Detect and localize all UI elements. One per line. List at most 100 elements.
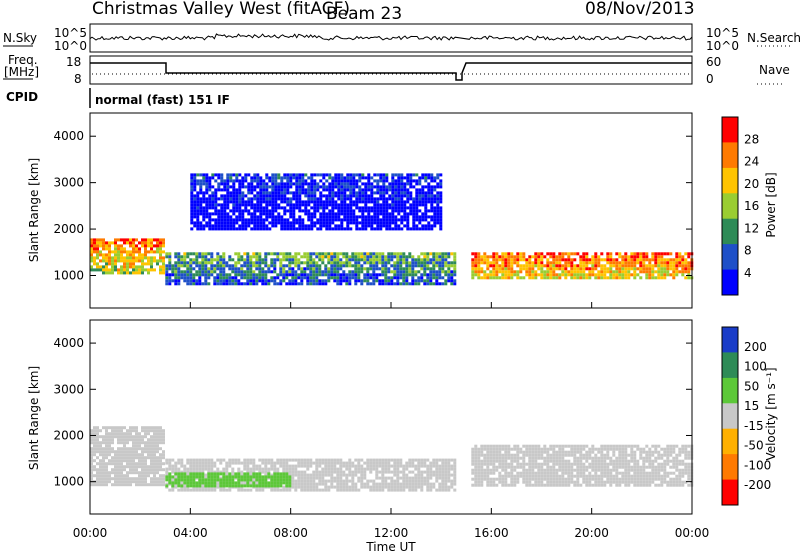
heatmap-cell (396, 282, 399, 285)
heatmap-cell (603, 273, 606, 276)
heatmap-cell (144, 465, 147, 468)
heatmap-cell (606, 469, 609, 472)
heatmap-cell (621, 457, 624, 460)
heatmap-cell (111, 259, 114, 262)
heatmap-cell (483, 469, 486, 472)
heatmap-cell (256, 179, 259, 182)
heatmap-cell (105, 474, 108, 477)
heatmap-cell (675, 252, 678, 255)
heatmap-cell (180, 258, 183, 261)
heatmap-cell (231, 276, 234, 279)
heatmap-cell (325, 221, 328, 224)
heatmap-cell (447, 270, 450, 273)
heatmap-cell (117, 426, 120, 429)
heatmap-cell (348, 468, 351, 471)
heatmap-cell (390, 483, 393, 486)
heatmap-cell (159, 259, 162, 262)
heatmap-cell (582, 264, 585, 267)
heatmap-cell (168, 279, 171, 282)
heatmap-cell (594, 457, 597, 460)
heatmap-cell (336, 270, 339, 273)
heatmap-cell (424, 197, 427, 200)
heatmap-cell (591, 273, 594, 276)
heatmap-cell (225, 261, 228, 264)
heatmap-cell (114, 480, 117, 483)
heatmap-cell (609, 273, 612, 276)
heatmap-cell (366, 483, 369, 486)
heatmap-cell (337, 176, 340, 179)
heatmap-cell (264, 261, 267, 264)
heatmap-cell (238, 188, 241, 191)
heatmap-cell (346, 221, 349, 224)
heatmap-cell (306, 477, 309, 480)
heatmap-cell (561, 457, 564, 460)
heatmap-cell (399, 252, 402, 255)
heatmap-cell (567, 258, 570, 261)
heatmap-cell (406, 227, 409, 230)
heatmap-cell (336, 276, 339, 279)
heatmap-cell (300, 261, 303, 264)
heatmap-cell (195, 270, 198, 273)
heatmap-cell (279, 270, 282, 273)
heatmap-cell (426, 264, 429, 267)
heatmap-cell (333, 252, 336, 255)
heatmap-cell (606, 466, 609, 469)
heatmap-cell (328, 215, 331, 218)
heatmap-cell (436, 212, 439, 215)
heatmap-cell (319, 203, 322, 206)
heatmap-cell (534, 457, 537, 460)
heatmap-cell (282, 264, 285, 267)
heatmap-cell (156, 468, 159, 471)
heatmap-cell (474, 466, 477, 469)
heatmap-cell (252, 282, 255, 285)
heatmap-cell (366, 486, 369, 489)
heatmap-cell (627, 261, 630, 264)
heatmap-cell (396, 276, 399, 279)
heatmap-cell (354, 276, 357, 279)
heatmap-cell (198, 465, 201, 468)
heatmap-cell (189, 252, 192, 255)
heatmap-cell (105, 456, 108, 459)
heatmap-cell (336, 480, 339, 483)
heatmap-cell (606, 481, 609, 484)
heatmap-cell (129, 480, 132, 483)
heatmap-cell (507, 472, 510, 475)
heatmap-cell (453, 264, 456, 267)
heatmap-cell (406, 200, 409, 203)
heatmap-cell (366, 465, 369, 468)
heatmap-cell (627, 273, 630, 276)
heatmap-cell (504, 475, 507, 478)
heatmap-cell (415, 215, 418, 218)
heatmap-cell (250, 176, 253, 179)
heatmap-cell (156, 429, 159, 432)
heatmap-cell (315, 264, 318, 267)
heatmap-cell (381, 474, 384, 477)
heatmap-cell (426, 480, 429, 483)
heatmap-cell (129, 244, 132, 247)
heatmap-cell (373, 209, 376, 212)
heatmap-cell (567, 273, 570, 276)
heatmap-cell (190, 203, 193, 206)
heatmap-cell (198, 273, 201, 276)
heatmap-cell (255, 264, 258, 267)
heatmap-cell (229, 227, 232, 230)
heatmap-cell (576, 469, 579, 472)
heatmap-cell (105, 244, 108, 247)
heatmap-cell (441, 252, 444, 255)
heatmap-cell (255, 255, 258, 258)
heatmap-cell (126, 238, 129, 241)
heatmap-cell (474, 261, 477, 264)
heatmap-cell (579, 466, 582, 469)
heatmap-cell (93, 444, 96, 447)
heatmap-cell (522, 478, 525, 481)
heatmap-cell (378, 465, 381, 468)
heatmap-cell (259, 224, 262, 227)
heatmap-cell (309, 264, 312, 267)
heatmap-cell (183, 252, 186, 255)
heatmap-cell (540, 264, 543, 267)
heatmap-cell (397, 203, 400, 206)
heatmap-cell (328, 185, 331, 188)
heatmap-cell (120, 438, 123, 441)
heatmap-cell (534, 454, 537, 457)
heatmap-cell (618, 448, 621, 451)
